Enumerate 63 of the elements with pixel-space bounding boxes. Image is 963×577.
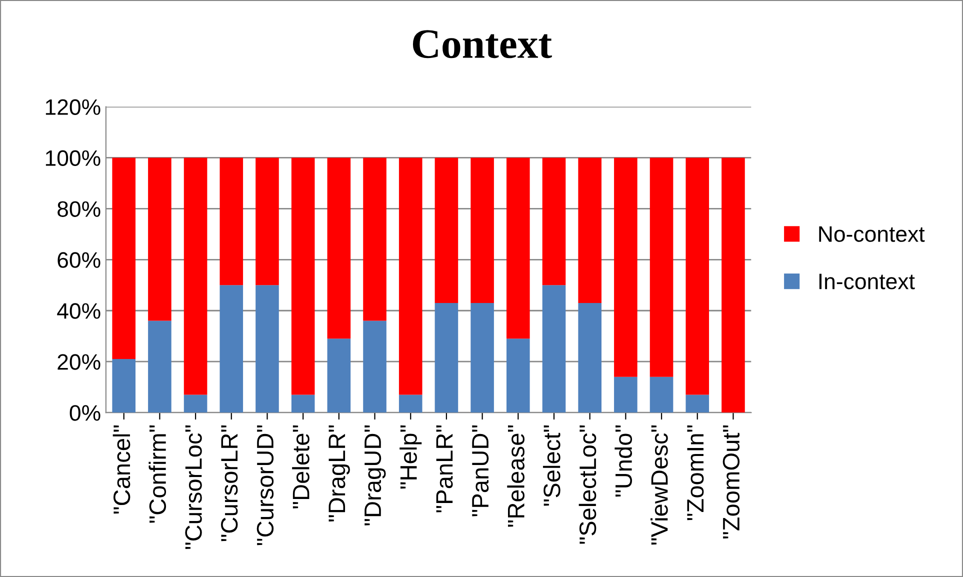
- bar: [112, 158, 136, 360]
- y-tick-label: 20%: [58, 354, 100, 370]
- x-tick-label: "ZoomOut": [722, 425, 740, 539]
- y-tick-label: 100%: [46, 150, 100, 166]
- bar: [291, 394, 315, 413]
- bar: [112, 359, 136, 413]
- bar: [614, 376, 638, 413]
- x-tick-label: "Release": [507, 425, 524, 527]
- y-tick-label: 0%: [70, 405, 100, 421]
- y-tick-label: 40%: [57, 303, 100, 319]
- bar: [650, 376, 674, 413]
- bar: [256, 285, 279, 413]
- chart-title: Context: [412, 30, 552, 58]
- x-tick-label: "Undo": [614, 425, 632, 497]
- x-tick-label: "Confirm": [148, 425, 166, 523]
- bar: [650, 158, 674, 377]
- x-tick-label: "ZoomIn": [687, 425, 704, 520]
- bar: [722, 158, 745, 413]
- bar: [148, 320, 172, 413]
- y-tick-label: 80%: [58, 201, 100, 217]
- x-tick-label: "CursorUD": [256, 425, 274, 546]
- y-tick-label: 120%: [46, 99, 100, 116]
- x-tick-label: "DragLR": [328, 425, 350, 522]
- bar: [470, 302, 494, 413]
- legend-label: No-context: [819, 226, 925, 242]
- y-tick-label: 60%: [58, 252, 100, 268]
- bar: [256, 158, 279, 286]
- x-tick-label: "Select": [542, 425, 560, 506]
- bar: [614, 158, 638, 377]
- bar: [506, 338, 530, 413]
- bar: [291, 158, 315, 395]
- bar: [363, 158, 386, 321]
- bar: [542, 158, 566, 286]
- bar: [398, 394, 422, 413]
- bar: [686, 394, 710, 413]
- x-tick-label: "CursorLR": [221, 425, 238, 542]
- x-tick-label: "SelectLoc": [578, 425, 596, 544]
- bar: [327, 158, 351, 339]
- bar: [470, 158, 494, 303]
- bar: [184, 394, 208, 413]
- bar: [220, 285, 244, 413]
- x-tick-label: "PanLR": [436, 425, 453, 512]
- bar: [363, 320, 386, 413]
- x-tick-label: "Cancel": [112, 425, 130, 514]
- x-tick-label: "CursorLoc": [185, 425, 202, 550]
- bar: [220, 158, 244, 286]
- x-tick-label: "PanUD": [472, 425, 489, 516]
- bar: [398, 158, 422, 395]
- bar: [578, 302, 602, 413]
- bar: [434, 302, 458, 413]
- legend-label: In-context: [819, 274, 915, 290]
- bar: [184, 158, 208, 395]
- bar: [327, 338, 351, 413]
- bar: [686, 158, 710, 395]
- bar: [434, 158, 458, 303]
- bar: [542, 285, 566, 413]
- x-tick-label: "DragUD": [364, 425, 386, 526]
- x-tick-label: "Delete": [292, 425, 310, 508]
- x-tick-label: "ViewDesc": [650, 425, 668, 545]
- bar: [148, 158, 172, 321]
- bar: [506, 158, 530, 339]
- x-tick-label: "Help": [400, 425, 422, 489]
- bar: [578, 158, 602, 303]
